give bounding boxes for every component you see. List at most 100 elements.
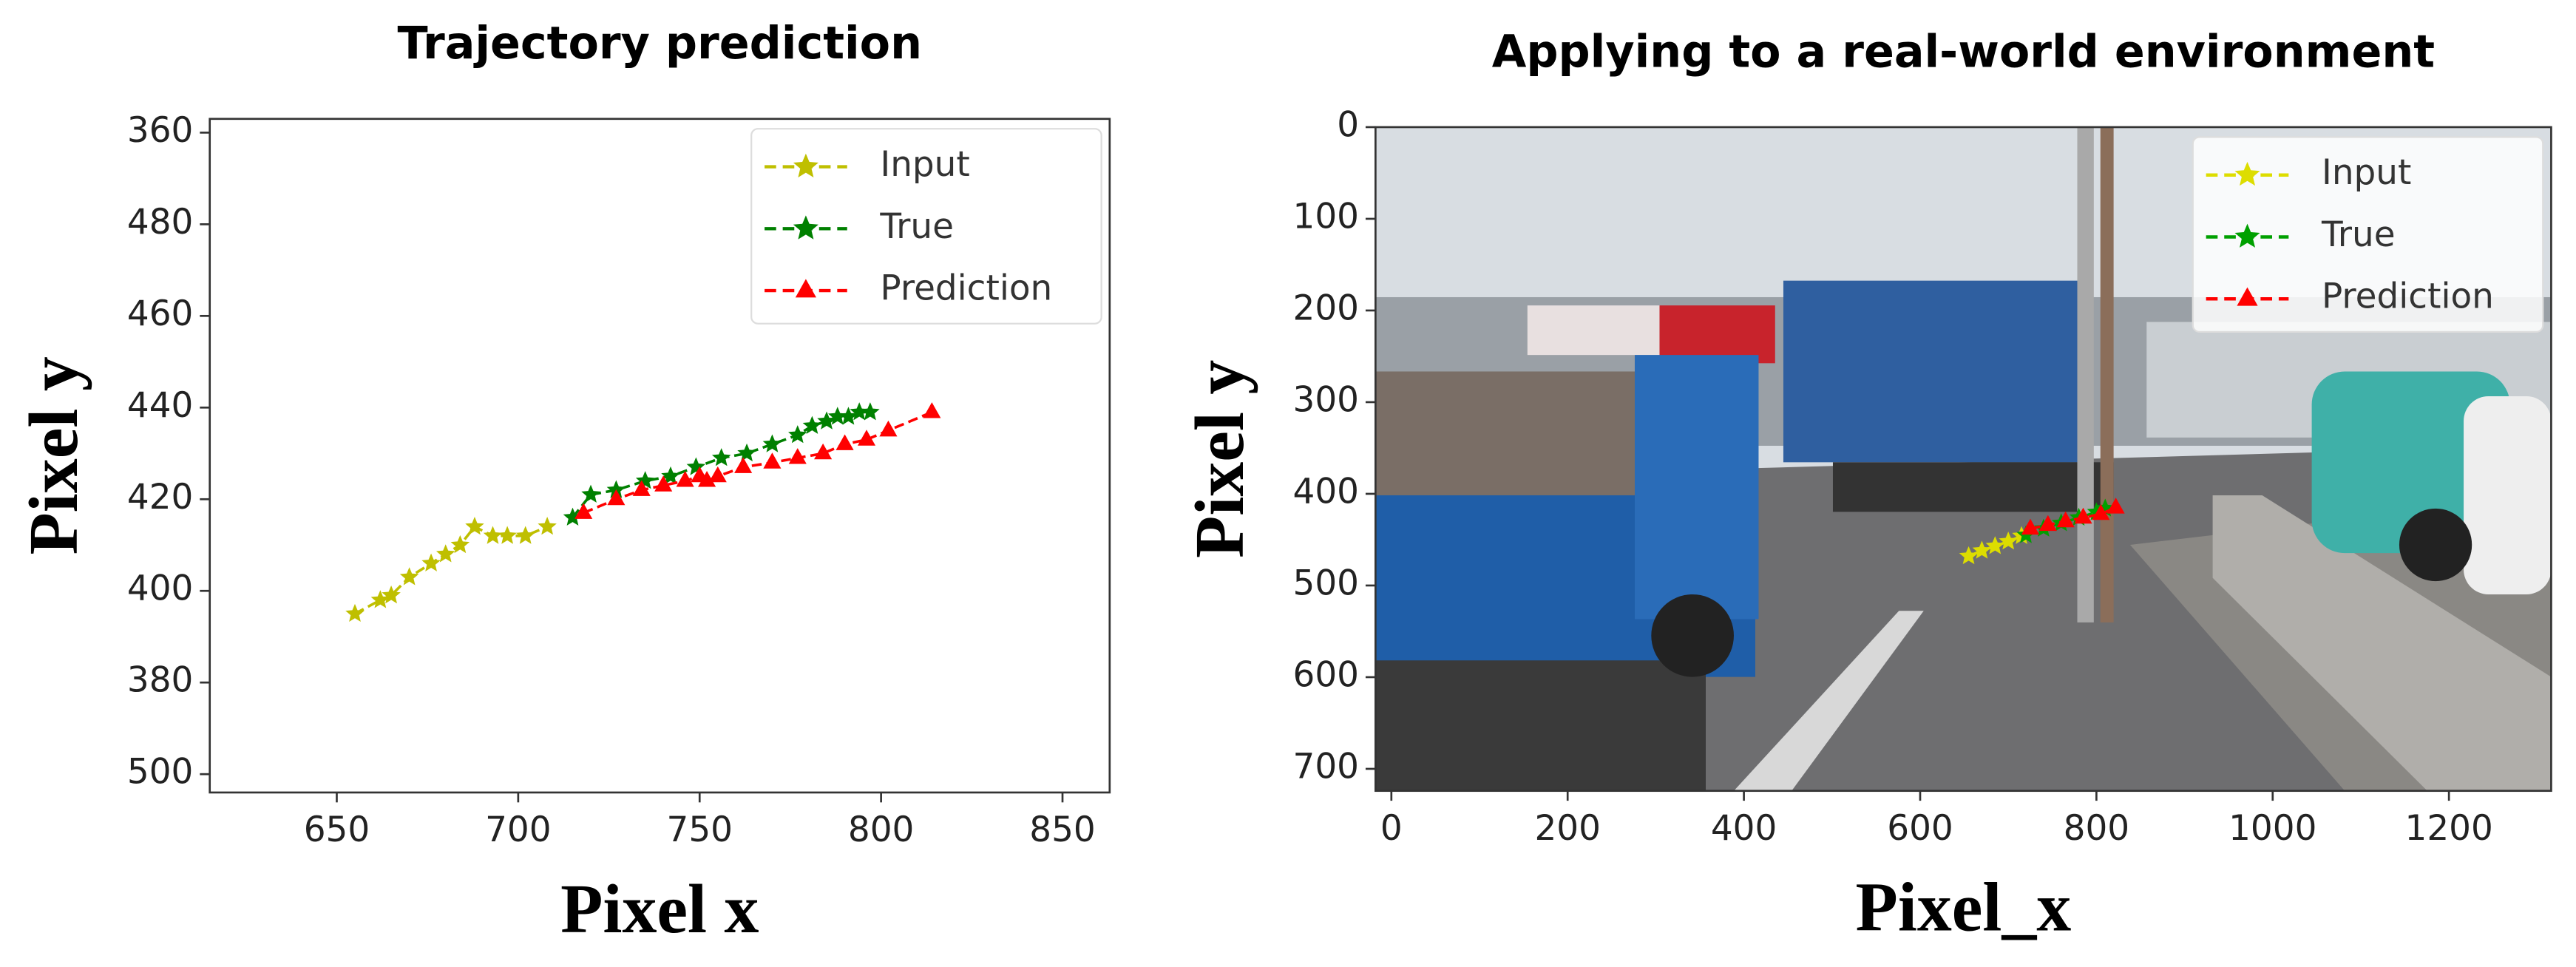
y-tick-label: 380 [127,660,193,701]
y-tick-label: 440 [127,385,193,426]
marker [835,434,854,450]
x-tick-label: 200 [1534,808,1600,849]
car [2311,371,2510,554]
series-line [583,410,933,515]
y-tick-label: 200 [1293,288,1359,328]
y-tick-label: 480 [127,202,193,242]
x-tick-label: 1000 [2228,808,2316,849]
marker [828,407,847,425]
lane-mark [1733,611,1924,791]
marker [574,503,593,519]
marker [817,411,836,430]
pole [2100,126,2114,622]
marker [676,471,694,487]
y-tick-label: 400 [1293,471,1359,512]
sign [1527,305,1660,356]
y-tick-label: 400 [127,569,193,609]
x-tick-label: 850 [1029,810,1095,850]
marker [370,590,390,608]
marker [2092,503,2110,520]
y-tick-label: 460 [127,294,193,334]
sign [1659,305,1775,364]
x-tick-label: 0 [1380,808,1403,849]
marker [737,443,756,462]
marker [607,489,626,506]
marker [563,507,583,526]
marker [788,448,807,464]
y-tick-label: 300 [1293,379,1359,420]
legend-marker [793,215,818,240]
y-tick-label: 420 [127,477,193,518]
marker [538,517,557,535]
marker [2038,515,2057,532]
marker [483,526,503,544]
legend-label: Prediction [880,268,1052,309]
marker [1959,546,1979,565]
marker [762,434,782,452]
y-tick-label: 500 [127,752,193,793]
legend-label: Prediction [2322,276,2494,317]
x-tick-label: 700 [485,810,551,850]
marker [421,553,441,571]
marker [654,475,673,492]
y-tick-label: 600 [1293,654,1359,695]
marker [850,402,869,421]
pole [2077,126,2094,622]
truck-cab [1634,355,1759,620]
marker [857,430,876,446]
marker [382,586,401,604]
legend-label: Input [880,144,969,185]
marker [498,526,517,544]
chart-title: Applying to a real-world environment [1492,26,2435,78]
y-tick-label: 360 [127,110,193,151]
marker [763,452,782,469]
marker [802,415,822,434]
marker [465,517,484,535]
truck-rear [1783,280,2081,463]
legend-box [2192,136,2544,333]
legend-marker [793,153,818,178]
marker [606,480,626,498]
y-axis-label: Pixel y [1182,360,1258,558]
marker [345,603,365,622]
marker [697,471,716,487]
marker [632,480,651,496]
legend-marker [2237,287,2258,306]
marker [711,448,731,466]
y-tick-label: 0 [1337,104,1359,145]
legend-label: True [879,206,954,247]
plot-frame [209,118,1111,794]
curb [2212,495,2552,791]
x-tick-label: 400 [1711,808,1777,849]
marker [923,402,941,418]
legend-marker [2234,223,2260,248]
marker [2021,518,2040,535]
legend-label: Input [2322,152,2411,193]
marker [1985,536,2005,554]
x-tick-label: 1200 [2405,808,2493,849]
marker [1972,540,1992,559]
legend-box [750,128,1102,325]
x-tick-label: 600 [1887,808,1953,849]
x-tick-label: 750 [667,810,733,850]
x-tick-label: 800 [2064,808,2129,849]
marker [861,402,880,421]
marker [581,484,600,503]
x-tick-label: 650 [304,810,370,850]
car [2464,396,2552,594]
marker [2056,511,2075,528]
marker [2074,507,2092,524]
marker [838,407,858,425]
x-tick-label: 800 [848,810,914,850]
truck-underside [1375,660,1706,791]
chart-title: Trajectory prediction [397,18,922,69]
x-axis-label: Pixel_x [1856,869,2072,946]
legend-label: True [2321,214,2396,255]
marker [879,420,898,437]
marker [450,535,470,554]
y-tick-label: 500 [1293,563,1359,603]
legend-marker [2234,161,2260,186]
wheel [1651,594,1734,677]
y-tick-label: 100 [1293,196,1359,237]
